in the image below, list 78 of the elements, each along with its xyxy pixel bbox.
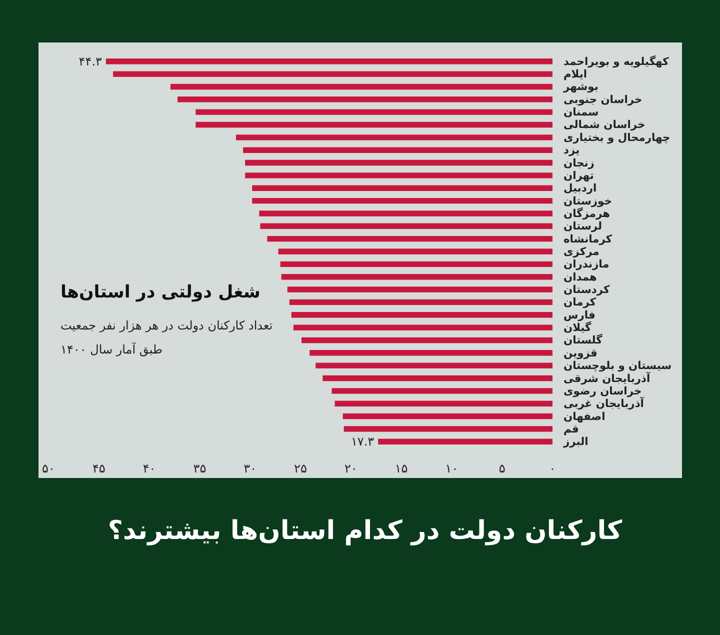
y-tick-label: کرمانشاه <box>564 232 613 246</box>
y-tick-label: همدان <box>564 270 597 284</box>
bar <box>293 324 552 330</box>
y-tick-label: قزوین <box>564 346 598 360</box>
y-tick-label: آذربایجان شرقی <box>564 370 650 385</box>
x-tick-label: ۳۵ <box>193 462 206 476</box>
bar <box>245 160 552 166</box>
bar <box>342 413 552 420</box>
text: تعداد کارکنان دولت در هر هزار نفر جمعیت طبق آمار سال ۱۴۰۰ <box>60 318 273 356</box>
x-tick-label: ۵۰ <box>42 462 55 476</box>
bar <box>291 312 552 318</box>
bar <box>245 172 552 178</box>
bar <box>334 400 552 406</box>
y-tick-label: مازندران <box>564 258 610 271</box>
y-tick-label: یزد <box>564 144 580 157</box>
y-tick-label: فارس <box>564 308 596 322</box>
y-tick-label: گلستان <box>564 334 604 347</box>
bar <box>344 426 552 432</box>
bar <box>259 210 552 216</box>
bar <box>196 109 552 115</box>
bar <box>113 71 552 77</box>
y-tick-label: قم <box>564 422 579 436</box>
bar <box>280 261 552 268</box>
y-tick-label: البرز <box>562 435 588 448</box>
bar <box>252 185 552 191</box>
bar <box>196 122 552 128</box>
x-tick-label: ۰ <box>549 462 556 476</box>
y-tick-label: خراسان جنوبی <box>564 92 642 106</box>
bar <box>260 223 552 229</box>
y-tick-label: لرستان <box>564 220 602 233</box>
y-tick-label: هرمزگان <box>564 206 610 220</box>
x-tick-label: ۴۵ <box>92 462 106 476</box>
bar <box>310 350 552 356</box>
y-tick-label: گیلان <box>564 321 592 334</box>
bar <box>289 299 552 306</box>
bar <box>378 438 552 444</box>
x-tick-label: ۱۰ <box>445 462 458 476</box>
bar <box>243 147 552 153</box>
bar <box>281 274 552 280</box>
y-tick-label: کهگیلویه و بویراحمد <box>564 54 670 68</box>
bar <box>267 236 552 242</box>
y-tick-label: خراسان شمالی <box>564 118 646 132</box>
bar <box>316 362 552 368</box>
text: کارکنان دولت در کدام استان‌ها بیشترند؟ <box>108 515 622 548</box>
y-tick-label: سمنان <box>564 106 599 119</box>
y-tick-label: ایلام <box>564 68 588 81</box>
y-tick-label: مرکزی <box>564 245 600 258</box>
y-tick-label: خراسان رضوی <box>564 384 642 398</box>
x-tick-label: ۲۰ <box>344 462 358 476</box>
bar <box>178 96 552 102</box>
y-tick-label: خوزستان <box>564 194 612 208</box>
bar <box>252 198 552 204</box>
bar <box>236 134 552 140</box>
data-label: ۴۴.۳ <box>78 54 103 68</box>
x-tick-label: ۱۵ <box>394 462 408 476</box>
y-tick-label: سیستان و بلوچستان <box>564 359 672 372</box>
x-tick-label: ۲۵ <box>294 462 307 476</box>
y-tick-label: اردبیل <box>564 182 597 195</box>
data-label: ۱۷.۳ <box>350 434 375 449</box>
text: شغل دولتی در استان‌ها <box>60 282 260 302</box>
bar <box>287 286 552 292</box>
y-tick-label: زنجان <box>564 156 594 170</box>
bar <box>278 248 552 254</box>
bar <box>322 375 552 382</box>
x-tick-label: ۵ <box>498 462 506 476</box>
y-tick-label: تهران <box>564 168 594 182</box>
bar <box>302 337 552 344</box>
bar <box>106 58 552 64</box>
y-tick-label: آذربایجان غربی <box>564 396 644 410</box>
y-tick-label: اصفهان <box>564 410 606 423</box>
y-tick-label: چهارمحال و بختیاری <box>564 130 670 144</box>
bar <box>170 84 552 90</box>
y-tick-label: کرمان <box>564 296 597 309</box>
y-tick-label: کردستان <box>564 283 611 296</box>
x-tick-label: ۳۰ <box>244 462 257 476</box>
y-tick-label: بوشهر <box>562 80 598 94</box>
bar <box>332 388 552 394</box>
x-tick-label: ۴۰ <box>142 462 156 476</box>
